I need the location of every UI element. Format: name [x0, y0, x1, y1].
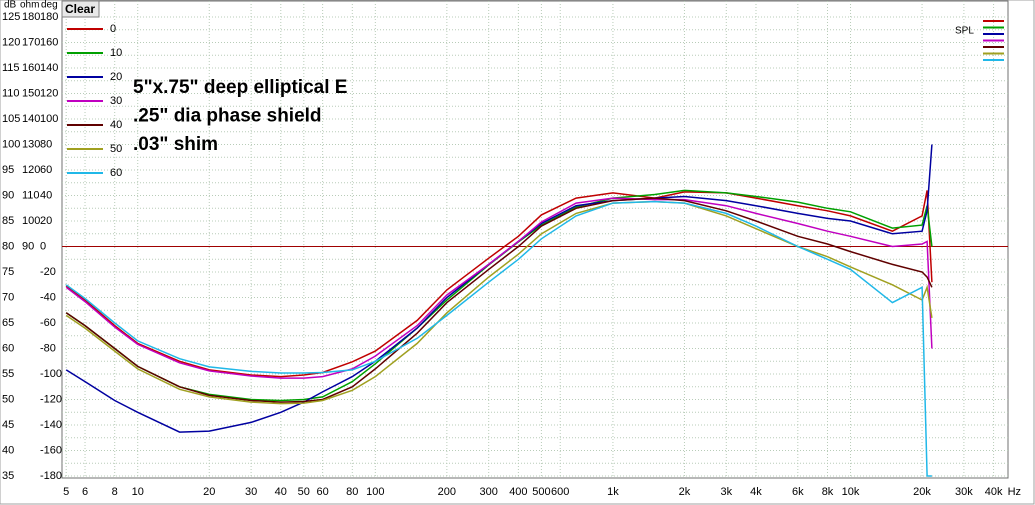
ohm-tick-label: 170	[22, 36, 40, 48]
deg-tick-label: -40	[40, 291, 56, 303]
deg-tick-label: 40	[40, 189, 52, 201]
x-tick-label: 50	[298, 486, 310, 498]
x-tick-label: 600	[551, 486, 569, 498]
deg-tick-label: -100	[40, 368, 62, 380]
x-tick-label: 6	[82, 486, 88, 498]
y-tick-label: 80	[2, 240, 14, 252]
ohm-tick-label: 120	[22, 164, 40, 176]
x-tick-label: 80	[346, 486, 358, 498]
x-tick-label: 200	[438, 486, 456, 498]
x-tick-label: 10k	[842, 486, 860, 498]
y-tick-label: 45	[2, 419, 14, 431]
x-tick-label: 5	[63, 486, 69, 498]
annotation: .03" shim	[133, 134, 218, 155]
ohm-tick-label: 130	[22, 138, 40, 150]
x-tick-label: 1k	[607, 486, 619, 498]
deg-tick-label: 100	[40, 113, 58, 125]
ohm-tick-label: 100	[22, 215, 40, 227]
axis-header: deg	[41, 0, 58, 11]
series-line	[65, 200, 932, 477]
series-line	[65, 197, 933, 379]
ohm-tick-label: 90	[22, 240, 34, 252]
legend-label: 40	[110, 119, 122, 131]
y-tick-label: 55	[2, 368, 14, 380]
deg-tick-label: 160	[40, 36, 58, 48]
deg-tick-label: -120	[40, 393, 62, 405]
y-tick-label: 70	[2, 291, 14, 303]
x-tick-label: 500	[532, 486, 550, 498]
ohm-tick-label: 140	[22, 113, 40, 125]
deg-tick-label: 60	[40, 164, 52, 176]
side-legend-label: SPL	[955, 26, 974, 37]
deg-tick-label: 140	[40, 62, 58, 74]
annotation: .25" dia phase shield	[133, 106, 322, 127]
deg-tick-label: 80	[40, 138, 52, 150]
x-tick-label: 8	[112, 486, 118, 498]
deg-tick-label: 120	[40, 87, 58, 99]
deg-tick-label: -80	[40, 342, 56, 354]
x-tick-label: 3k	[720, 486, 732, 498]
series-line	[65, 200, 933, 405]
deg-tick-label: 180	[40, 11, 58, 23]
legend-label: 10	[110, 47, 122, 59]
x-tick-label: 60	[316, 486, 328, 498]
x-tick-label: 30k	[955, 486, 973, 498]
deg-tick-label: -160	[40, 444, 62, 456]
x-tick-label: 20k	[913, 486, 931, 498]
x-tick-label: 30	[245, 486, 257, 498]
y-tick-label: 50	[2, 393, 14, 405]
ohm-tick-label: 160	[22, 62, 40, 74]
x-unit: Hz	[1008, 486, 1021, 498]
legend-label: 60	[110, 167, 122, 179]
y-tick-label: 60	[2, 342, 14, 354]
annotation: 5"x.75" deep elliptical E	[133, 77, 347, 98]
y-tick-label: 100	[2, 138, 20, 150]
ohm-tick-label: 110	[22, 189, 40, 201]
x-tick-label: 8k	[822, 486, 834, 498]
deg-tick-label: -140	[40, 419, 62, 431]
y-tick-label: 40	[2, 444, 14, 456]
ohm-tick-label: 180	[22, 11, 40, 23]
x-tick-label: 2k	[679, 486, 691, 498]
y-tick-label: 105	[2, 113, 20, 125]
x-tick-label: 300	[480, 486, 498, 498]
deg-tick-label: 20	[40, 215, 52, 227]
axis-header: dB	[4, 0, 17, 11]
x-tick-label: 40k	[985, 486, 1003, 498]
x-tick-label: 400	[509, 486, 527, 498]
deg-tick-label: 0	[40, 240, 46, 252]
y-tick-label: 35	[2, 470, 14, 482]
deg-tick-label: -60	[40, 317, 56, 329]
clear-button[interactable]	[61, 0, 100, 18]
x-tick-label: 4k	[750, 486, 762, 498]
clear-button-label[interactable]: Clear	[65, 2, 95, 16]
y-tick-label: 90	[2, 189, 14, 201]
ohm-tick-label: 150	[22, 87, 40, 99]
deg-tick-label: -20	[40, 266, 56, 278]
y-tick-label: 85	[2, 215, 14, 227]
y-tick-label: 115	[2, 62, 20, 74]
deg-tick-label: -180	[40, 470, 62, 482]
legend-label: 0	[110, 23, 116, 35]
x-tick-label: 6k	[792, 486, 804, 498]
series-line	[65, 197, 933, 403]
x-tick-label: 40	[275, 486, 287, 498]
legend-label: 50	[110, 143, 122, 155]
legend-label: 30	[110, 95, 122, 107]
y-tick-label: 95	[2, 164, 14, 176]
axis-header: ohm	[20, 0, 39, 11]
legend-label: 20	[110, 71, 122, 83]
x-tick-label: 10	[132, 486, 144, 498]
y-tick-label: 110	[2, 87, 20, 99]
y-tick-label: 65	[2, 317, 14, 329]
y-tick-label: 75	[2, 266, 14, 278]
plot-layer	[62, 1, 1008, 478]
x-tick-label: 20	[203, 486, 215, 498]
y-tick-label: 125	[2, 11, 20, 23]
y-tick-label: 120	[2, 36, 20, 48]
x-tick-label: 100	[366, 486, 384, 498]
series-line	[65, 190, 933, 378]
